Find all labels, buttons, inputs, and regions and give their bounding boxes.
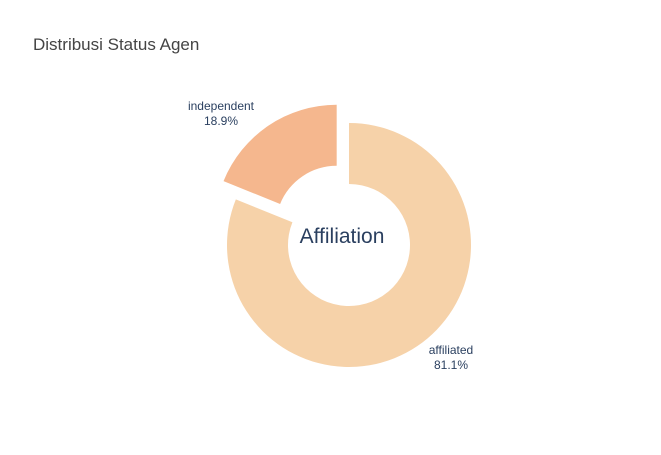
- slice-percent-affiliated: 81.1%: [434, 358, 468, 372]
- chart-title: Distribusi Status Agen: [33, 35, 199, 54]
- slice-label-affiliated: affiliated: [429, 343, 473, 357]
- slices-group: [223, 104, 471, 367]
- center-label: Affiliation: [300, 225, 385, 248]
- slice-affiliated[interactable]: [227, 123, 471, 367]
- slice-independent[interactable]: [223, 104, 337, 204]
- slice-percent-independent: 18.9%: [204, 114, 238, 128]
- slice-label-independent: independent: [188, 99, 255, 113]
